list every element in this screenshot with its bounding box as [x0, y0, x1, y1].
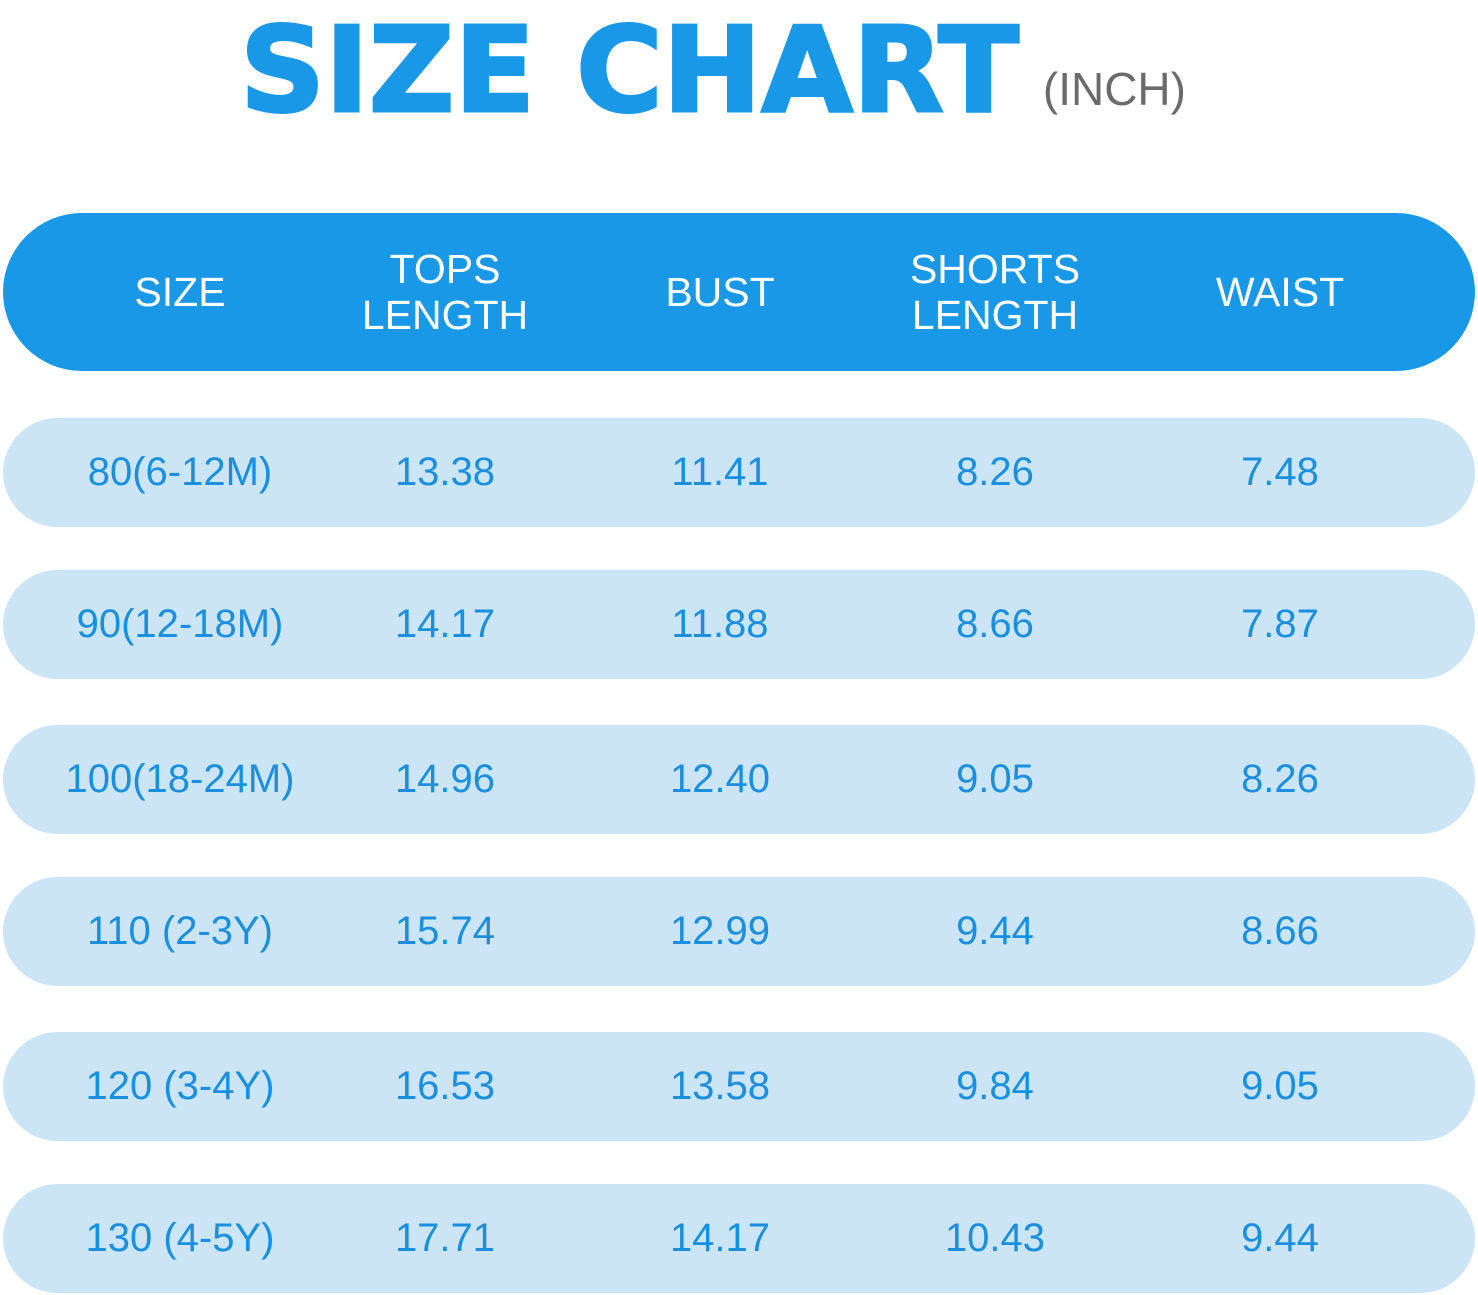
cell-tops-length: 14.96 — [394, 757, 496, 801]
cell-shorts-length: 9.84 — [956, 1064, 1034, 1108]
table-header: SIZE TOPS LENGTH BUST SHORTS LENGTH WAIS… — [3, 213, 1475, 371]
cell-waist: 8.66 — [1241, 909, 1319, 953]
column-header-waist: WAIST — [1215, 269, 1345, 315]
cell-waist: 7.87 — [1241, 602, 1319, 646]
cell-shorts-length: 9.44 — [956, 909, 1034, 953]
cell-waist: 7.48 — [1241, 450, 1319, 494]
cell-tops-length: 17.71 — [394, 1216, 496, 1260]
cell-size: 130 (4-5Y) — [85, 1216, 275, 1260]
column-header-tops-length: TOPS LENGTH — [361, 246, 529, 338]
cell-size: 90(12-18M) — [76, 602, 284, 646]
column-header-bust: BUST — [665, 269, 775, 315]
cell-size: 100(18-24M) — [65, 757, 295, 801]
cell-shorts-length: 10.43 — [944, 1216, 1046, 1260]
cell-bust: 14.17 — [669, 1216, 771, 1260]
cell-waist: 8.26 — [1241, 757, 1319, 801]
table-row: 100(18-24M) 14.96 12.40 9.05 8.26 — [3, 725, 1475, 834]
cell-waist: 9.05 — [1241, 1064, 1319, 1108]
cell-bust: 11.88 — [671, 602, 769, 646]
cell-bust: 12.99 — [669, 909, 771, 953]
cell-size: 110 (2-3Y) — [86, 909, 273, 953]
cell-bust: 13.58 — [669, 1064, 771, 1108]
table-row: 80(6-12M) 13.38 11.41 8.26 7.48 — [3, 418, 1475, 527]
cell-waist: 9.44 — [1241, 1216, 1319, 1260]
cell-shorts-length: 9.05 — [956, 757, 1034, 801]
table-row: 90(12-18M) 14.17 11.88 8.66 7.87 — [3, 570, 1475, 679]
column-header-size: SIZE — [134, 269, 226, 315]
cell-size: 120 (3-4Y) — [85, 1064, 275, 1108]
table-row: 110 (2-3Y) 15.74 12.99 9.44 8.66 — [3, 877, 1475, 986]
table-row: 120 (3-4Y) 16.53 13.58 9.84 9.05 — [3, 1032, 1475, 1141]
cell-tops-length: 13.38 — [394, 450, 496, 494]
cell-size: 80(6-12M) — [87, 450, 273, 494]
cell-shorts-length: 8.26 — [956, 450, 1034, 494]
size-chart-title: SIZE CHART — [239, 1, 1021, 139]
cell-shorts-length: 8.66 — [956, 602, 1034, 646]
cell-tops-length: 14.17 — [394, 602, 496, 646]
column-header-shorts-length: SHORTS LENGTH — [909, 246, 1081, 338]
cell-bust: 12.40 — [669, 757, 771, 801]
unit-label: (INCH) — [1042, 63, 1186, 115]
cell-bust: 11.41 — [671, 450, 769, 494]
cell-tops-length: 15.74 — [394, 909, 496, 953]
title-row: SIZE CHART (INCH) — [239, 0, 1186, 139]
table-row: 130 (4-5Y) 17.71 14.17 10.43 9.44 — [3, 1184, 1475, 1293]
cell-tops-length: 16.53 — [394, 1064, 496, 1108]
